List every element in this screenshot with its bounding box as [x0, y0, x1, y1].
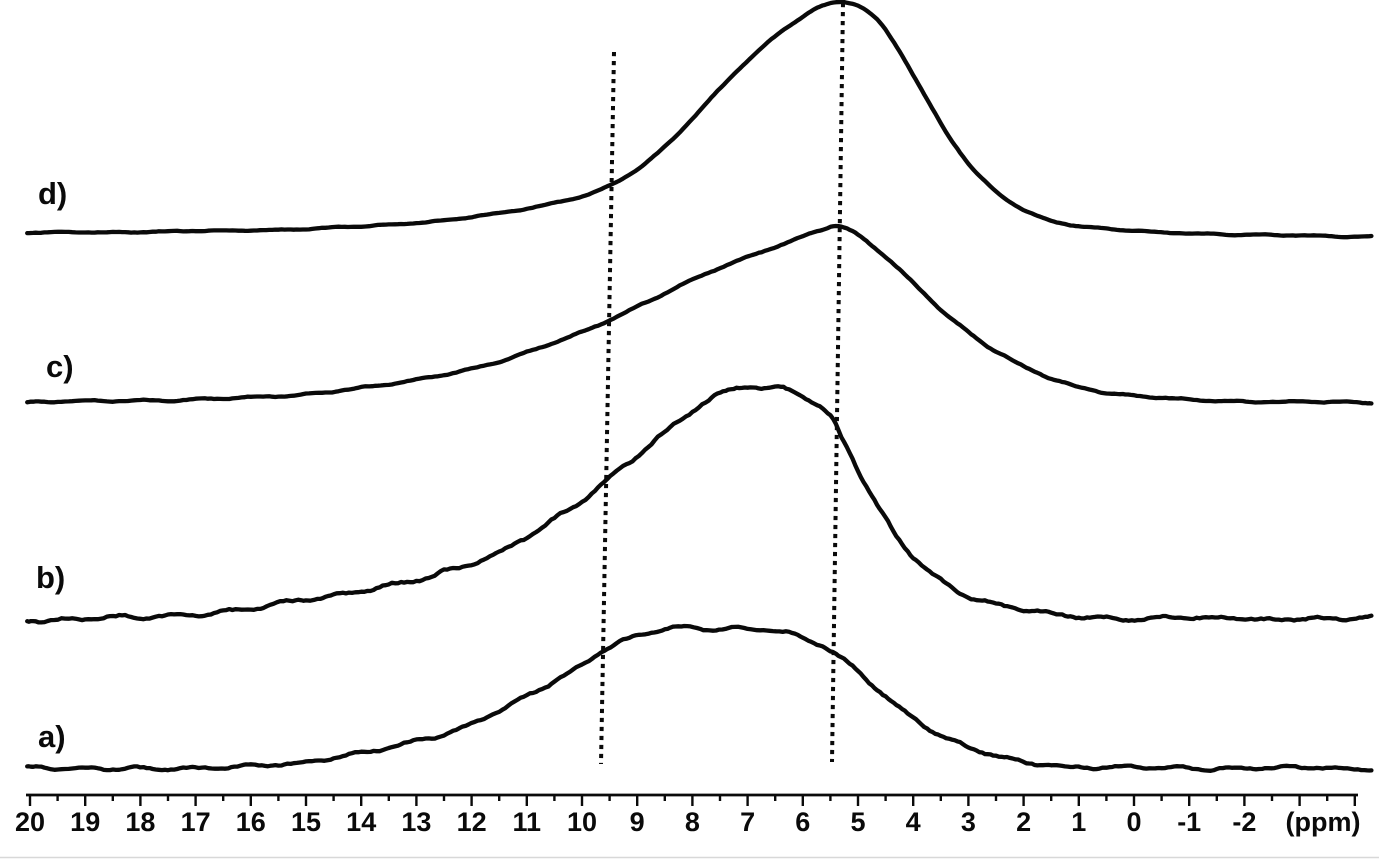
- x-tick-label: 17: [181, 807, 211, 837]
- x-tick-label: 2: [1016, 807, 1031, 837]
- trace-label-a: a): [38, 719, 66, 754]
- x-tick-label: 13: [401, 807, 431, 837]
- spectrum-trace-d: [25, 0, 1374, 240]
- x-tick-label: 15: [291, 807, 321, 837]
- x-tick-label: 7: [740, 807, 755, 837]
- x-axis-unit-label: (ppm): [1286, 807, 1361, 837]
- trace-label-c: c): [46, 349, 74, 384]
- x-tick-label: 1: [1071, 807, 1086, 837]
- dotted-line-right: [830, 2, 845, 763]
- x-tick-label: 4: [906, 807, 921, 837]
- trace-label-b: b): [36, 560, 66, 595]
- x-tick-label: 18: [125, 807, 155, 837]
- x-tick-label: 16: [236, 807, 266, 837]
- spectrum-trace-a: [25, 623, 1374, 773]
- x-tick-label: 14: [346, 807, 376, 837]
- x-tick-label: 11: [513, 807, 542, 837]
- x-tick-label: 10: [567, 807, 597, 837]
- x-tick-label: 20: [15, 807, 45, 837]
- x-tick-label: 5: [850, 807, 865, 837]
- x-tick-label: 19: [70, 807, 100, 837]
- dotted-line-left: [599, 51, 616, 765]
- x-tick-label: 8: [685, 807, 700, 837]
- x-tick-label: -2: [1232, 807, 1256, 837]
- spectrum-trace-b: [25, 384, 1374, 625]
- trace-label-d: d): [38, 176, 68, 211]
- x-tick-label: 9: [630, 807, 645, 837]
- x-tick-label: 6: [795, 807, 810, 837]
- x-tick-label: 12: [457, 807, 487, 837]
- spectrum-trace-c: [25, 223, 1374, 406]
- x-tick-label: 0: [1126, 807, 1141, 837]
- x-tick-label: 3: [961, 807, 976, 837]
- x-tick-label: -1: [1177, 807, 1201, 837]
